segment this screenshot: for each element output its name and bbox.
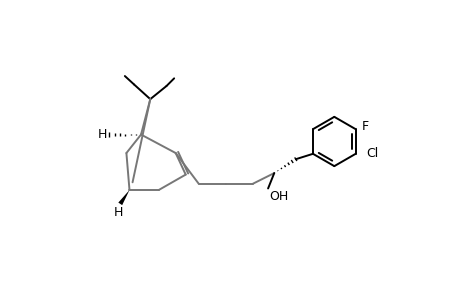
Text: H: H xyxy=(114,206,123,219)
Polygon shape xyxy=(118,190,129,205)
Text: Cl: Cl xyxy=(366,147,378,160)
Text: OH: OH xyxy=(269,190,288,203)
Text: H: H xyxy=(98,128,107,141)
Text: F: F xyxy=(361,120,368,133)
